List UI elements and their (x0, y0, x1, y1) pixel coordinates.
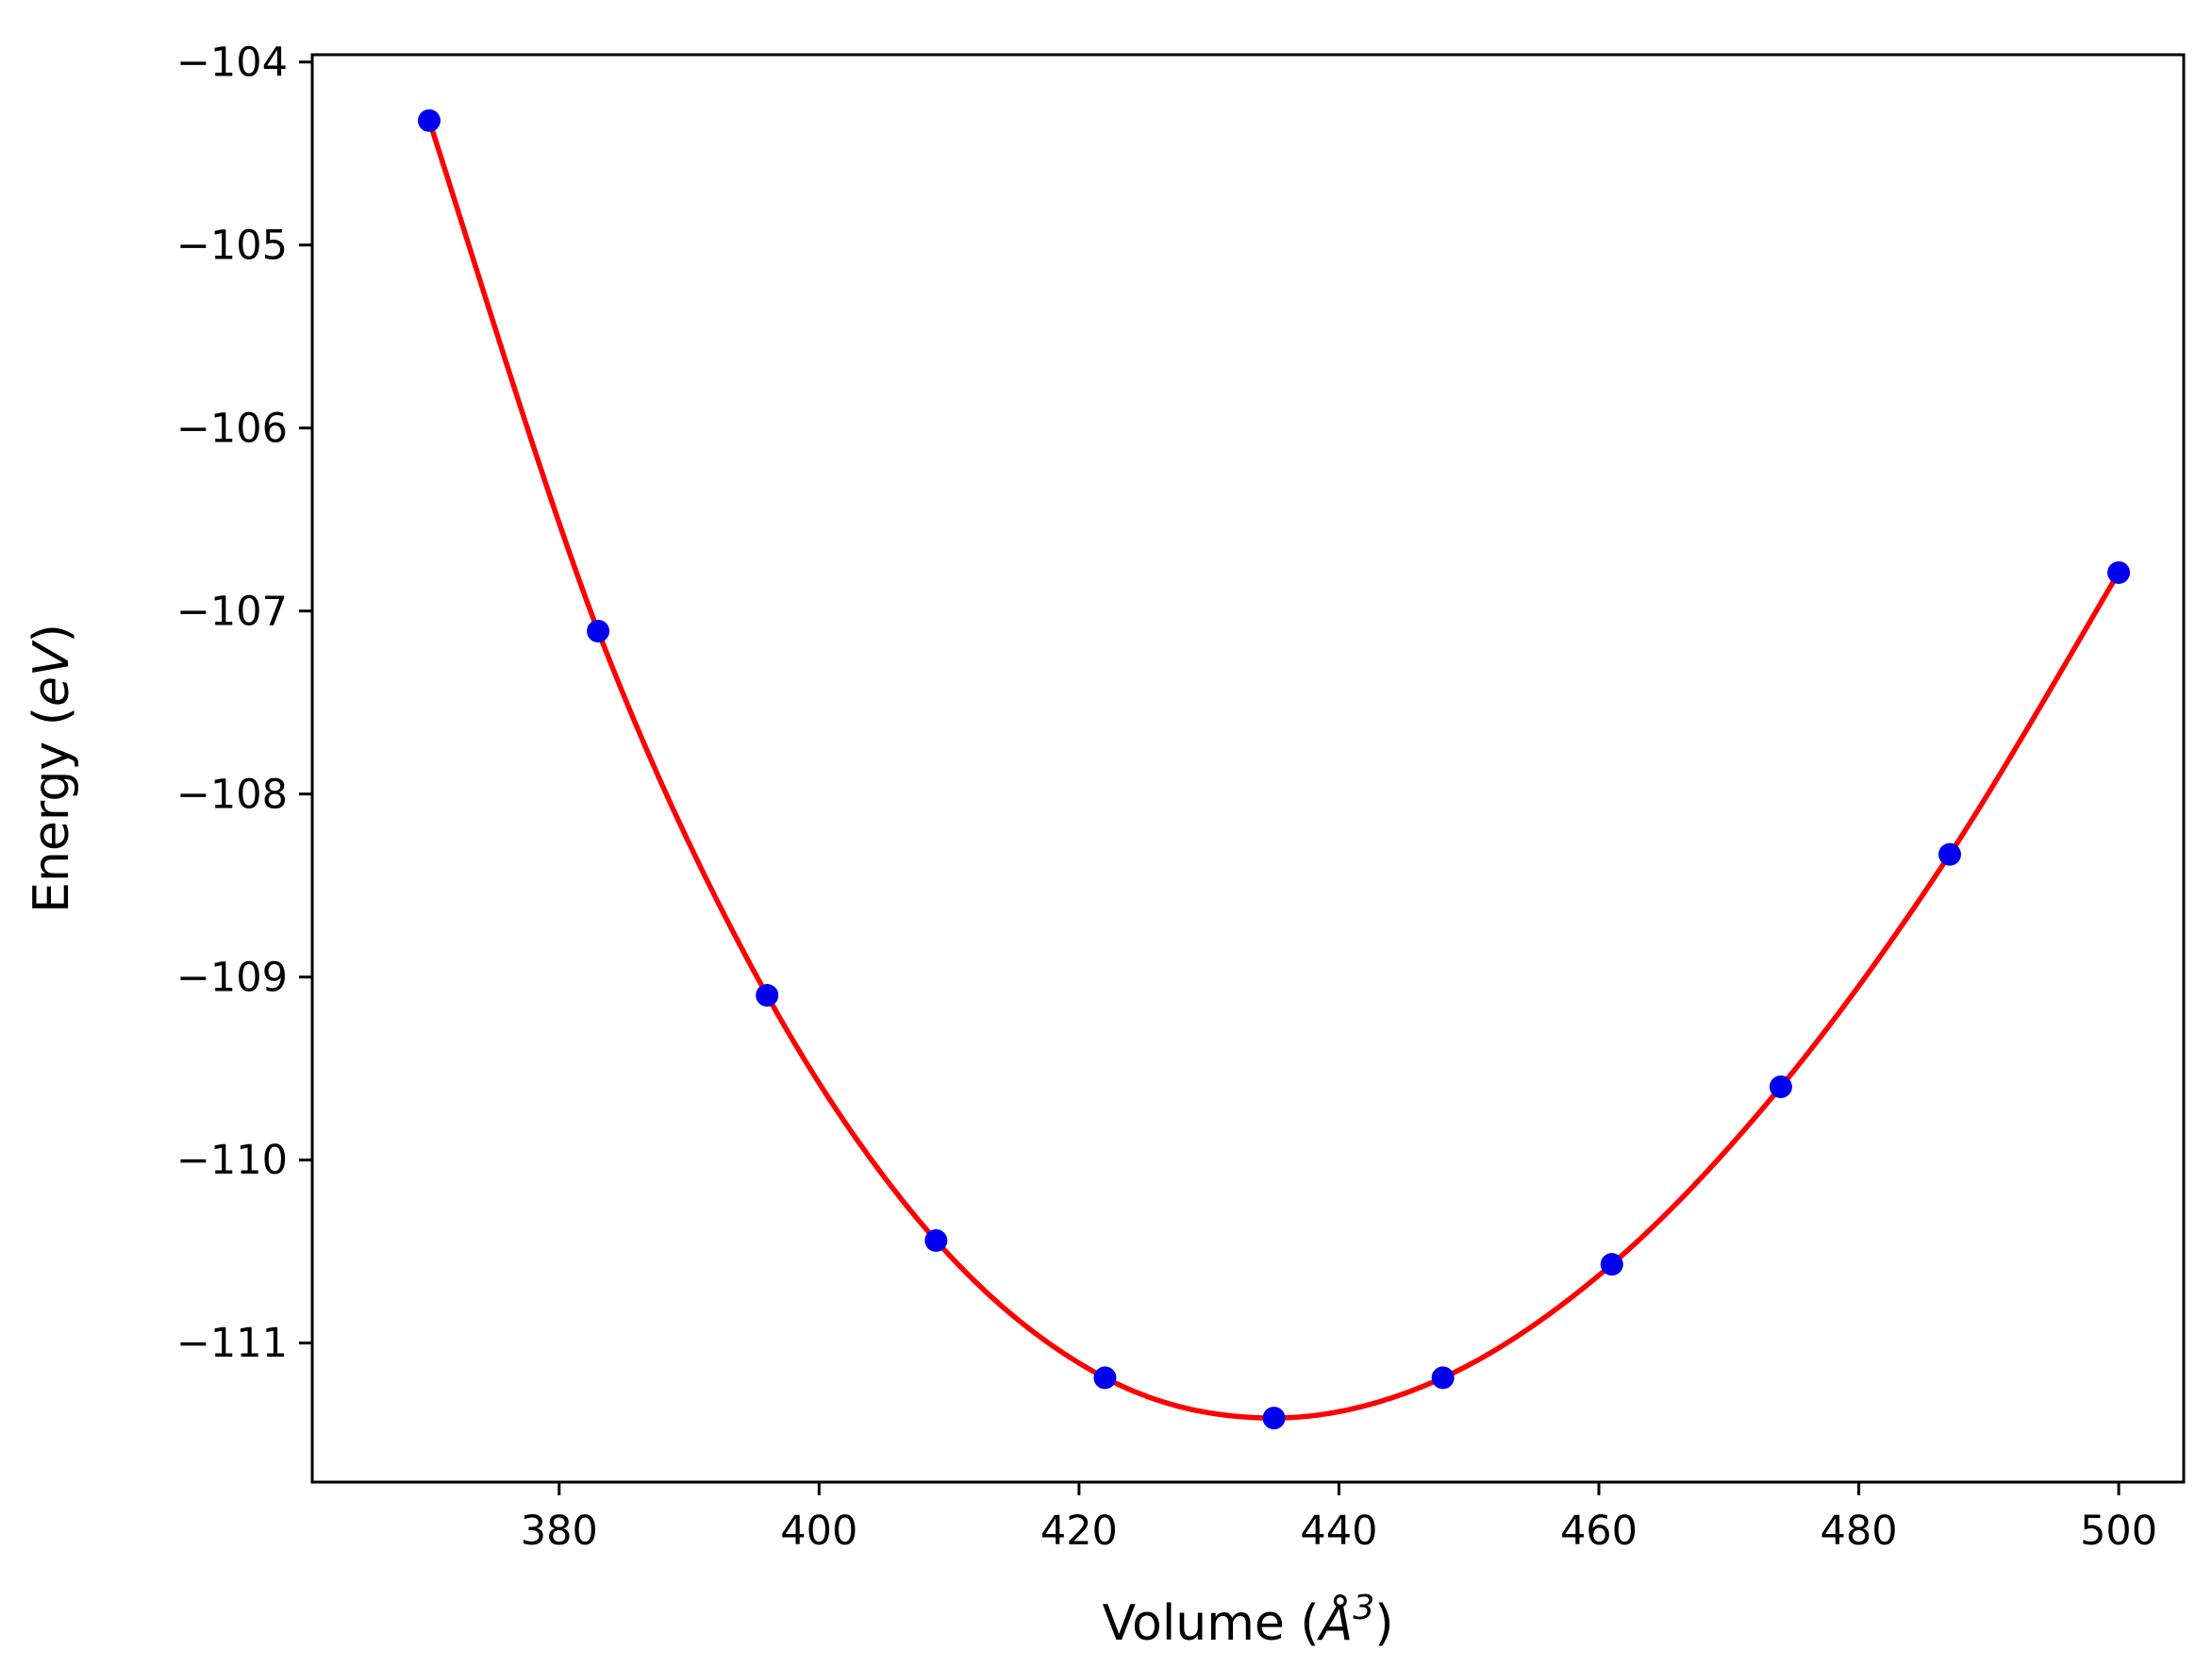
data-point-marker (1431, 1366, 1455, 1390)
x-tick-label: 460 (1560, 1508, 1638, 1555)
y-tick-label: −107 (176, 588, 288, 635)
data-point-marker (756, 984, 779, 1008)
x-tick-label: 500 (2080, 1508, 2157, 1555)
data-point-marker (1769, 1075, 1792, 1099)
x-tick-label: 480 (1821, 1508, 1898, 1555)
data-point-marker (1600, 1253, 1623, 1276)
y-tick-label: −108 (176, 771, 288, 818)
x-axis-label: Volume (Å3) (1103, 1589, 1394, 1652)
y-tick-label: −104 (176, 39, 288, 86)
data-point-marker (2107, 560, 2131, 584)
plot-area-spines (310, 53, 2186, 1484)
x-tick-label: 400 (780, 1508, 857, 1555)
x-tick-label: 420 (1040, 1508, 1118, 1555)
data-point-marker (418, 108, 441, 132)
y-tick-label: −109 (176, 954, 288, 1001)
y-tick-label: −110 (176, 1137, 288, 1184)
fit-curve-line (426, 118, 2121, 1421)
x-tick-label: 380 (521, 1508, 598, 1555)
y-tick-label: −106 (176, 405, 288, 452)
data-point-marker (1093, 1366, 1117, 1390)
x-tick-label: 440 (1300, 1508, 1377, 1555)
y-axis-label: Energy (eV) (24, 624, 80, 913)
y-tick-label: −105 (176, 222, 288, 269)
y-tick-label: −111 (176, 1320, 288, 1367)
data-point-marker (1938, 842, 1961, 866)
data-point-marker (1262, 1407, 1286, 1430)
data-point-marker (587, 620, 610, 643)
data-point-marker (924, 1228, 948, 1252)
